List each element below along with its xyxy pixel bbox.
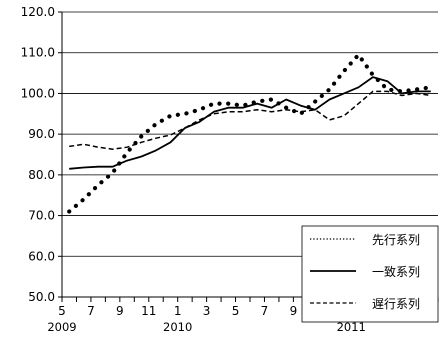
x-tick-label: 1 xyxy=(174,304,182,318)
y-tick-label: 80.0 xyxy=(28,168,55,182)
y-tick-labels: 50.0 60.0 70.0 80.0 90.0 100.0 110.0 120.0 xyxy=(21,5,55,304)
series-line-leading xyxy=(67,51,433,214)
y-tick-label: 110.0 xyxy=(21,46,55,60)
series-lines xyxy=(67,51,433,214)
year-label: 2009 xyxy=(47,320,76,334)
legend-label-coincident: 一致系列 xyxy=(372,265,420,279)
y-tick-label: 90.0 xyxy=(28,127,55,141)
y-tick-label: 120.0 xyxy=(21,5,55,19)
series-line-lagging xyxy=(69,90,431,150)
x-tick-label: 11 xyxy=(141,304,156,318)
y-tick-label: 60.0 xyxy=(28,249,55,263)
x-tick-label: 7 xyxy=(261,304,269,318)
y-tick-label: 50.0 xyxy=(28,290,55,304)
legend: 先行系列 一致系列 遅行系列 xyxy=(301,225,439,323)
legend-box xyxy=(301,225,439,323)
year-labels: 2009 2010 2011 xyxy=(47,320,366,334)
x-tick-label: 5 xyxy=(232,304,240,318)
gridlines xyxy=(62,11,438,257)
x-tick-label: 7 xyxy=(87,304,95,318)
legend-label-lagging: 遅行系列 xyxy=(372,297,420,311)
x-tick-label: 3 xyxy=(203,304,211,318)
year-label: 2010 xyxy=(163,320,192,334)
x-tick-label: 9 xyxy=(116,304,124,318)
year-label: 2011 xyxy=(337,320,366,334)
x-tick-label: 9 xyxy=(290,304,298,318)
legend-label-leading: 先行系列 xyxy=(372,233,420,247)
y-tick-label: 100.0 xyxy=(21,86,55,100)
series-line-coincident xyxy=(69,76,431,170)
y-tick-label: 70.0 xyxy=(28,209,55,223)
x-tick-label: 5 xyxy=(58,304,66,318)
